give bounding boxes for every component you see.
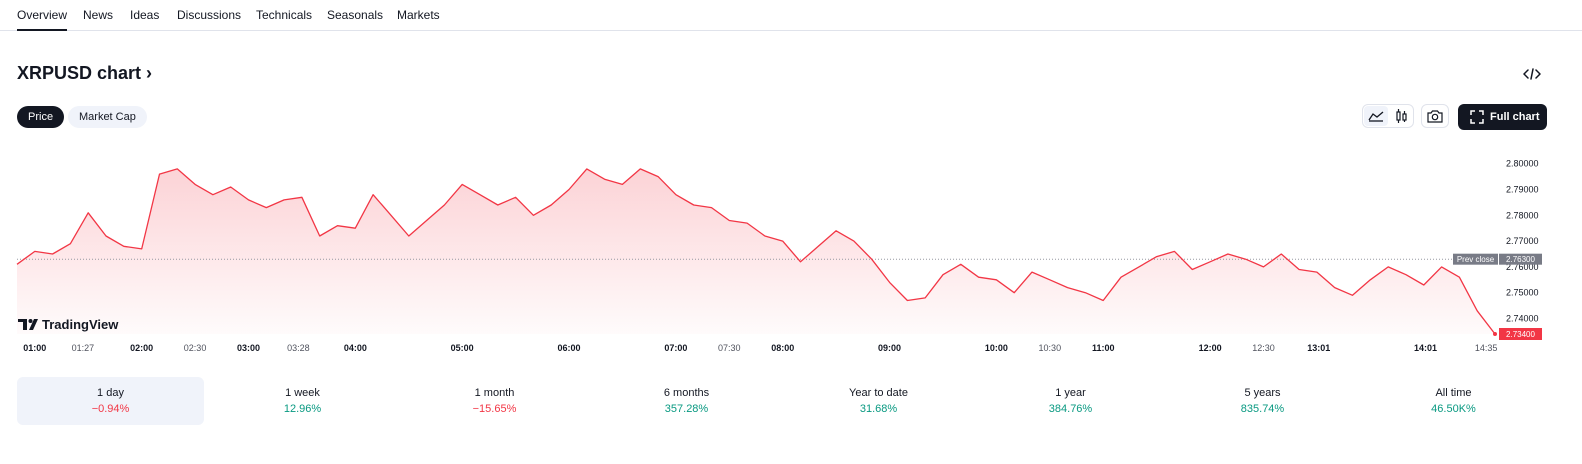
tab-discussions[interactable]: Discussions <box>177 8 242 22</box>
period-change: 835.74% <box>1240 403 1285 415</box>
period-5y[interactable]: 5 years 835.74% <box>1169 377 1356 425</box>
price-line <box>16 168 1496 335</box>
tab-ideas[interactable]: Ideas <box>130 8 160 22</box>
period-1d[interactable]: 1 day −0.94% <box>17 377 204 425</box>
period-all[interactable]: All time 46.50K% <box>1360 377 1547 425</box>
chart-style-toggle <box>1362 104 1414 128</box>
full-chart-button[interactable]: Full chart <box>1458 104 1547 130</box>
last-price-badge: 2.73400 <box>1499 328 1542 340</box>
tab-markets[interactable]: Markets <box>397 8 440 22</box>
chart-title: XRPUSD chart <box>17 63 142 83</box>
chart-title-link[interactable]: XRPUSD chart › <box>17 63 152 84</box>
period-label: All time <box>1435 387 1472 399</box>
tab-overview[interactable]: Overview <box>17 8 68 31</box>
last-price-dot <box>1493 332 1497 336</box>
x-tick-label: 06:00 <box>558 343 581 353</box>
y-tick-label: 2.77000 <box>1506 236 1539 246</box>
tab-bar: Overview News Ideas Discussions Technica… <box>0 0 1582 31</box>
candles-button[interactable] <box>1389 106 1413 126</box>
tab-technicals[interactable]: Technicals <box>256 8 313 22</box>
period-label: 1 week <box>285 387 320 399</box>
period-change: 31.68% <box>859 403 898 415</box>
y-tick-label: 2.76000 <box>1506 262 1539 272</box>
fullscreen-icon <box>1470 110 1484 124</box>
x-tick-label: 11:00 <box>1092 343 1115 353</box>
y-tick-label: 2.78000 <box>1506 210 1539 220</box>
period-label: 5 years <box>1244 387 1281 399</box>
embed-code-icon[interactable] <box>1522 66 1542 82</box>
y-tick-label: 2.75000 <box>1506 288 1539 298</box>
period-change: −15.65% <box>472 403 517 415</box>
price-pill[interactable]: Price <box>17 106 65 128</box>
prev-close-badge: Prev close 2.76300 <box>1453 253 1542 265</box>
x-tick-label: 14:35 <box>1475 343 1498 353</box>
chevron-right-icon: › <box>146 63 153 83</box>
period-change: 357.28% <box>664 403 709 415</box>
x-tick-label: 01:00 <box>23 343 46 353</box>
period-6m[interactable]: 6 months 357.28% <box>593 377 780 425</box>
x-tick-label: 09:00 <box>878 343 901 353</box>
period-label: 1 day <box>97 387 124 399</box>
x-tick-label: 14:01 <box>1414 343 1437 353</box>
snapshot-button[interactable] <box>1421 104 1449 128</box>
x-tick-label: 13:01 <box>1307 343 1330 353</box>
x-tick-label: 02:00 <box>130 343 153 353</box>
x-tick-label: 12:30 <box>1252 343 1275 353</box>
x-tick-label: 03:28 <box>287 343 310 353</box>
tab-news[interactable]: News <box>83 8 114 22</box>
price-area-fill <box>17 168 1495 334</box>
price-chart[interactable]: 2.80000 2.79000 2.78000 2.77000 2.76000 2.750… <box>0 140 1582 365</box>
period-1w[interactable]: 1 week 12.96% <box>209 377 396 425</box>
x-tick-label: 10:00 <box>985 343 1008 353</box>
prev-close-label: Prev close <box>1457 255 1495 264</box>
x-tick-label: 05:00 <box>451 343 474 353</box>
period-1m[interactable]: 1 month −15.65% <box>401 377 588 425</box>
period-change: 12.96% <box>283 403 322 415</box>
x-tick-label: 03:00 <box>237 343 260 353</box>
period-change: 46.50K% <box>1431 403 1476 415</box>
x-tick-label: 08:00 <box>771 343 794 353</box>
period-label: 1 year <box>1055 387 1086 399</box>
prev-close-value: 2.76300 <box>1506 255 1535 264</box>
y-tick-label: 2.74000 <box>1506 314 1539 324</box>
camera-icon <box>1427 110 1443 123</box>
tab-seasonals[interactable]: Seasonals <box>327 8 384 22</box>
tradingview-logo: TradingView <box>18 317 119 332</box>
candles-icon <box>1396 109 1407 123</box>
period-ytd[interactable]: Year to date 31.68% <box>785 377 972 425</box>
period-label: 1 month <box>474 387 515 399</box>
x-tick-label: 07:30 <box>718 343 741 353</box>
x-tick-label: 07:00 <box>664 343 687 353</box>
x-tick-label: 12:00 <box>1199 343 1222 353</box>
period-1y[interactable]: 1 year 384.76% <box>977 377 1164 425</box>
period-selector: 1 day −0.94% 1 week 12.96% 1 month −15.6… <box>17 377 1547 425</box>
period-change: −0.94% <box>91 403 130 415</box>
last-price-label: 2.73400 <box>1506 330 1535 339</box>
y-tick-label: 2.79000 <box>1506 185 1539 195</box>
y-tick-label: 2.80000 <box>1506 159 1539 169</box>
tradingview-mark-icon <box>18 319 38 330</box>
period-change: 384.76% <box>1048 403 1093 415</box>
market-cap-pill[interactable]: Market Cap <box>68 106 147 128</box>
full-chart-label: Full chart <box>1490 111 1540 123</box>
line-chart-button[interactable] <box>1364 106 1388 126</box>
period-label: 6 months <box>663 387 710 399</box>
tradingview-logo-text: TradingView <box>42 317 119 332</box>
x-tick-label: 02:30 <box>184 343 207 353</box>
x-tick-label: 10:30 <box>1039 343 1062 353</box>
line-chart-icon <box>1368 111 1384 122</box>
x-tick-label: 01:27 <box>72 343 95 353</box>
x-tick-label: 04:00 <box>344 343 367 353</box>
period-label: Year to date <box>849 387 908 399</box>
